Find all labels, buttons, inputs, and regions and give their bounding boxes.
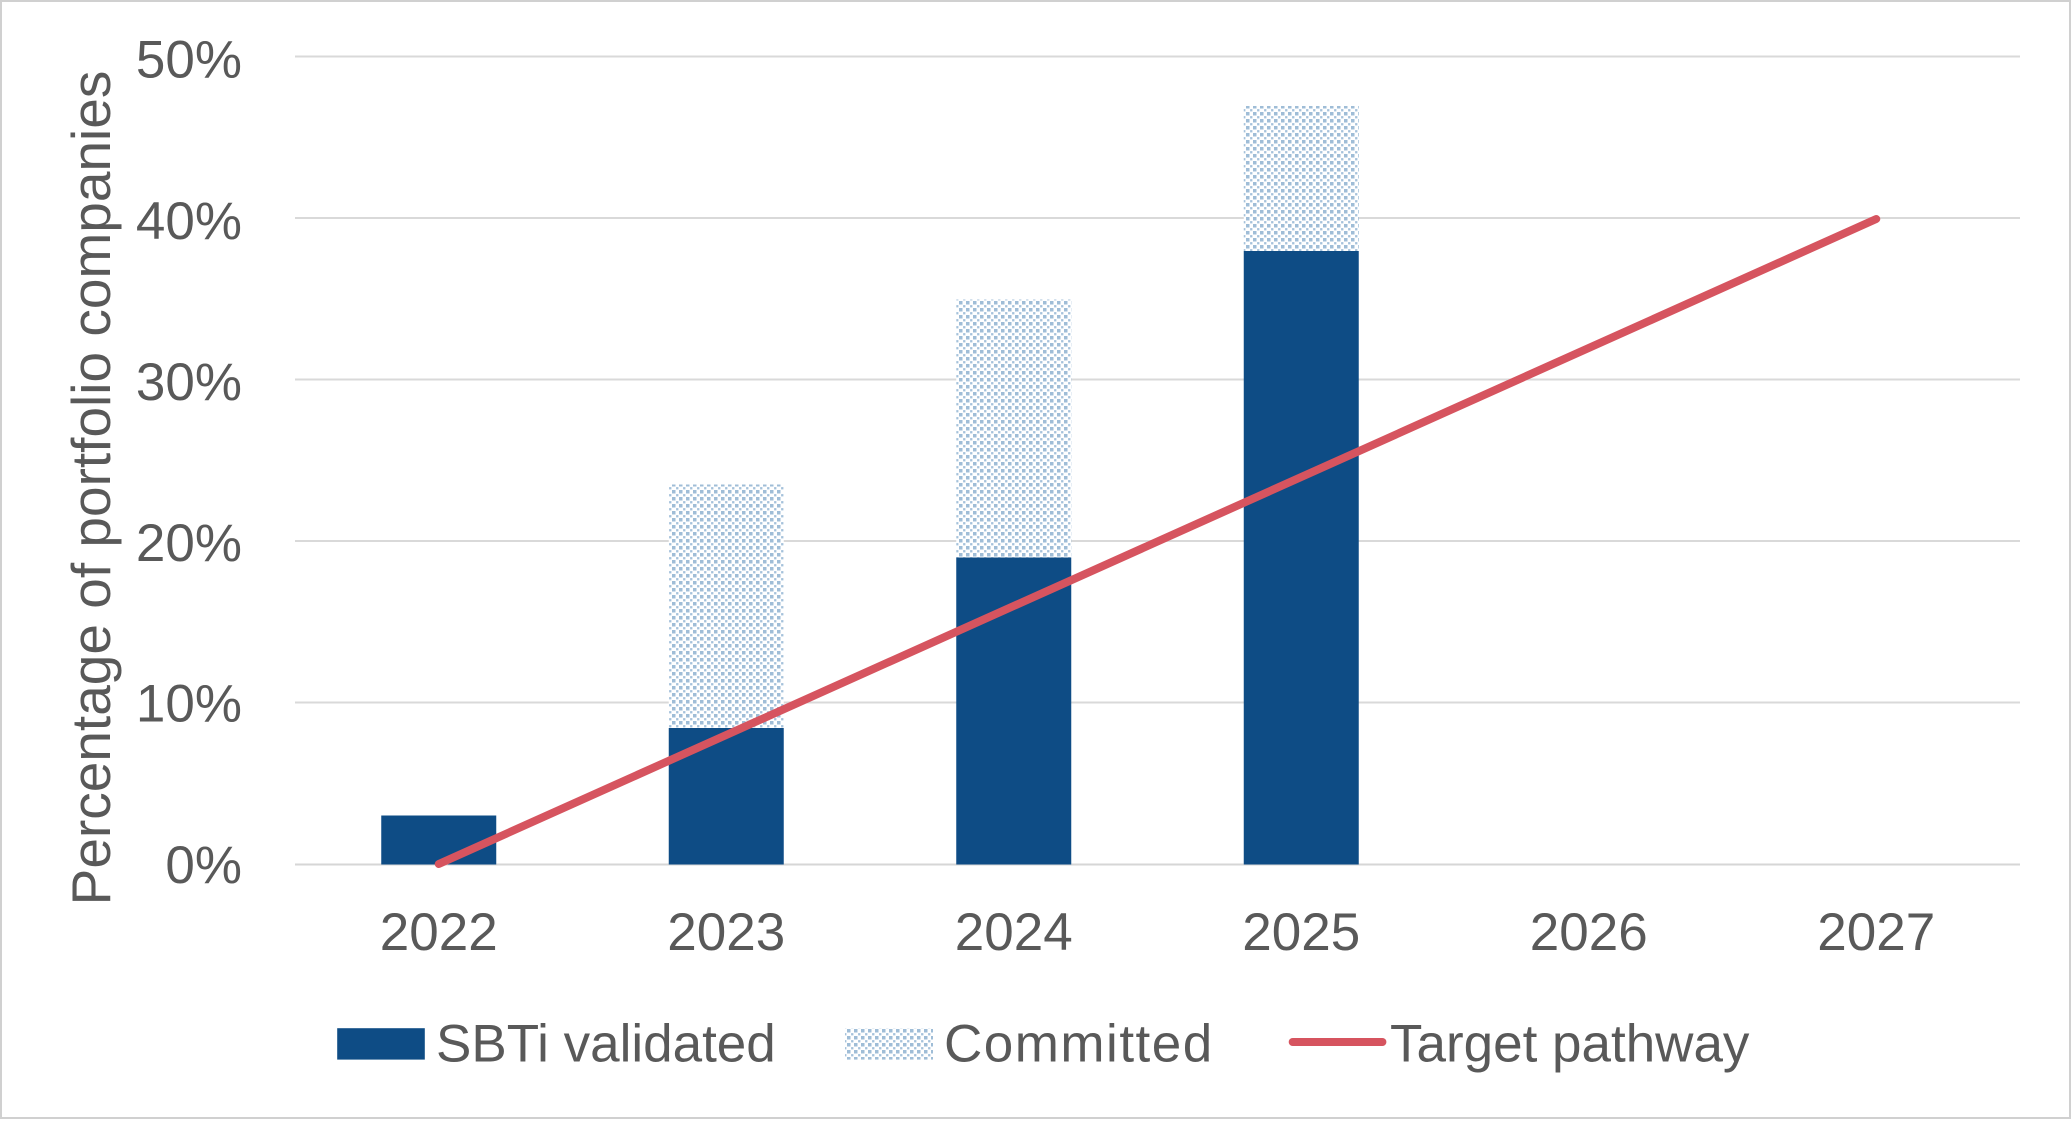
svg-text:2027: 2027: [1817, 903, 1935, 962]
svg-text:50%: 50%: [136, 31, 242, 90]
svg-text:2024: 2024: [955, 903, 1073, 962]
svg-text:20%: 20%: [136, 514, 242, 573]
svg-text:SBTi validated: SBTi validated: [436, 1015, 776, 1074]
svg-text:10%: 10%: [136, 675, 242, 734]
svg-text:0%: 0%: [165, 836, 242, 895]
svg-text:Percentage of portfolio compan: Percentage of portfolio companies: [60, 71, 122, 906]
svg-text:2022: 2022: [380, 903, 498, 962]
svg-text:30%: 30%: [136, 353, 242, 412]
svg-text:Committed: Committed: [944, 1015, 1214, 1074]
svg-text:2023: 2023: [667, 903, 785, 962]
svg-text:2026: 2026: [1530, 903, 1648, 962]
svg-text:Target pathway: Target pathway: [1390, 1015, 1750, 1074]
svg-text:40%: 40%: [136, 192, 242, 251]
svg-text:2025: 2025: [1242, 903, 1360, 962]
